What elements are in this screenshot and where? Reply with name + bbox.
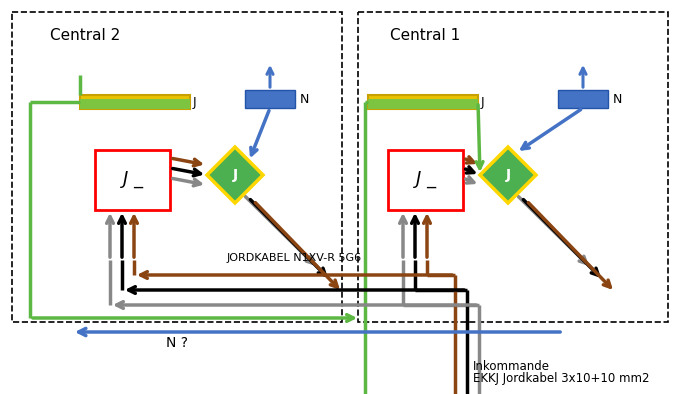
Bar bbox=[358, 12, 668, 322]
Bar bbox=[368, 99, 478, 109]
Bar bbox=[80, 99, 190, 109]
Text: Inkommande: Inkommande bbox=[473, 360, 550, 373]
Bar bbox=[558, 90, 608, 108]
Text: J: J bbox=[232, 168, 237, 182]
Text: N: N bbox=[300, 93, 309, 106]
Text: Central 2: Central 2 bbox=[50, 28, 120, 43]
Bar bbox=[95, 150, 170, 210]
Text: Central 1: Central 1 bbox=[390, 28, 461, 43]
Bar bbox=[245, 90, 295, 108]
Bar bbox=[80, 95, 190, 109]
Text: $\mathit{J}$ _: $\mathit{J}$ _ bbox=[120, 170, 145, 190]
Bar bbox=[388, 150, 463, 210]
Bar bbox=[368, 95, 478, 109]
Text: $\mathit{J}$ _: $\mathit{J}$ _ bbox=[413, 170, 438, 190]
Text: JORDKABEL N1XV-R 5G6: JORDKABEL N1XV-R 5G6 bbox=[227, 253, 362, 263]
Polygon shape bbox=[480, 147, 536, 203]
Text: N: N bbox=[613, 93, 622, 106]
Text: J: J bbox=[193, 95, 197, 108]
Bar bbox=[12, 12, 342, 322]
Polygon shape bbox=[207, 147, 263, 203]
Text: N ?: N ? bbox=[166, 336, 188, 350]
Text: J: J bbox=[481, 95, 484, 108]
Text: J: J bbox=[505, 168, 510, 182]
Text: EKKJ Jordkabel 3x10+10 mm2: EKKJ Jordkabel 3x10+10 mm2 bbox=[473, 372, 650, 385]
